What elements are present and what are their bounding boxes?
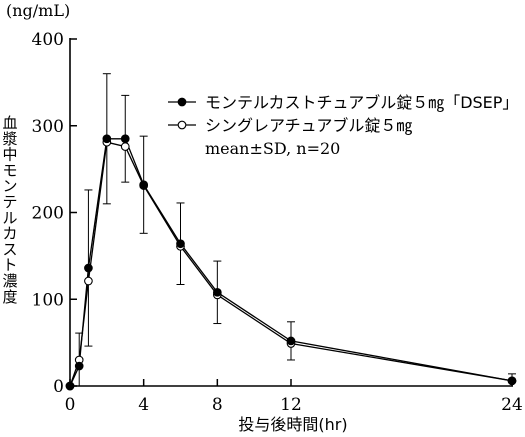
data-points (65, 134, 517, 391)
legend-label: モンテルカストチュアブル錠５㎎「DSEP」 (205, 93, 518, 112)
legend: モンテルカストチュアブル錠５㎎「DSEP」シングレアチュアブル錠５㎎ mean±S… (168, 93, 518, 158)
x-tick-label: 12 (280, 395, 302, 415)
legend-note: mean±SD, n=20 (205, 139, 340, 158)
data-point-singulair (120, 142, 130, 151)
y-tick-label: 0 (53, 377, 64, 397)
data-point-dsep (212, 287, 222, 297)
data-point-dsep (120, 134, 130, 144)
data-point-dsep (65, 381, 75, 391)
y-axis-unit: (ng/mL) (6, 1, 70, 20)
legend-marker-open (177, 120, 187, 130)
y-axis-ticks: 0 100 200 300 400 (32, 30, 77, 397)
y-axis-label: 血漿中モンテルカスト濃度 (2, 114, 17, 306)
data-point-dsep (507, 376, 517, 386)
x-tick-label: 8 (212, 395, 223, 415)
series-line-singulair (69, 141, 513, 387)
y-tick-label: 300 (32, 117, 64, 137)
data-point-singulair (84, 276, 93, 286)
data-point-dsep (84, 263, 93, 273)
x-axis-ticks: 0 4 8 12 24 (65, 379, 523, 415)
data-point-dsep (176, 239, 185, 249)
y-tick-label: 200 (32, 204, 64, 224)
data-point-dsep (74, 361, 84, 371)
legend-marker-filled (177, 97, 187, 107)
x-axis-label: 投与後時間(hr) (238, 415, 347, 434)
x-tick-label: 4 (138, 395, 149, 415)
data-point-dsep (102, 134, 112, 144)
x-tick-label: 0 (65, 395, 76, 415)
legend-label: シングレアチュアブル錠５㎎ (205, 116, 412, 135)
data-point-dsep (139, 180, 149, 190)
data-point-dsep (286, 336, 296, 346)
y-tick-label: 100 (32, 290, 64, 310)
x-tick-label: 24 (501, 395, 523, 415)
y-tick-label: 400 (32, 30, 64, 50)
series-lines (69, 138, 513, 387)
